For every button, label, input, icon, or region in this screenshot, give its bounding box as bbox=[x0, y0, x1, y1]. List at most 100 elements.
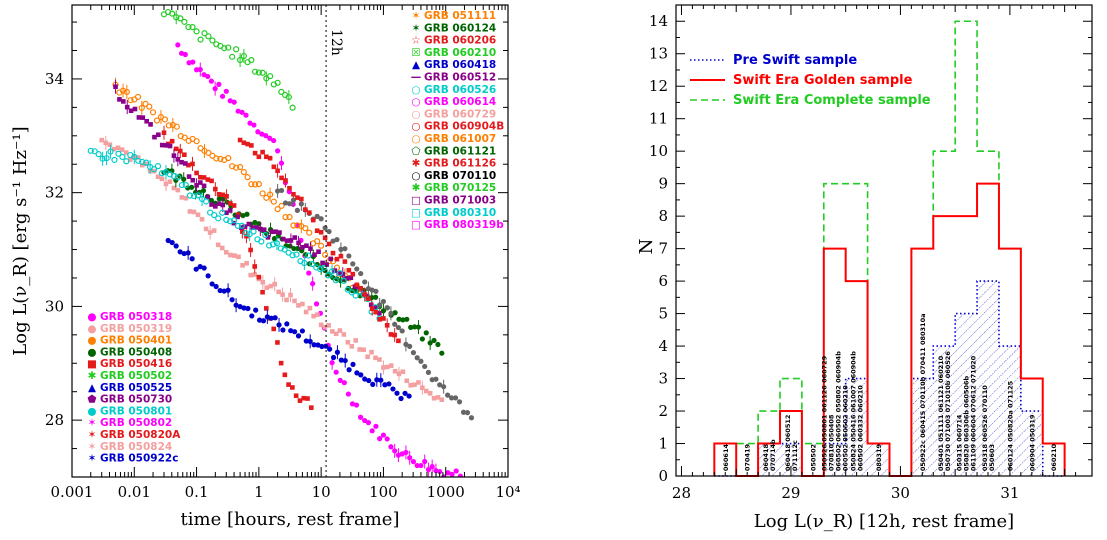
light-curve-point bbox=[183, 195, 189, 201]
light-curve-point bbox=[288, 328, 294, 334]
light-curve-point bbox=[377, 317, 382, 322]
light-curve-point bbox=[318, 322, 324, 328]
bin-grb-label: 060904 050319 bbox=[1028, 414, 1036, 471]
legend-entry: GRB 050319 bbox=[100, 323, 172, 335]
light-curve-point bbox=[208, 78, 215, 84]
light-curve-point bbox=[194, 192, 202, 199]
legend-entry: GRB 061126 bbox=[424, 158, 496, 170]
light-curve-point bbox=[253, 307, 259, 313]
light-curve-point bbox=[219, 93, 226, 99]
light-curve-point bbox=[324, 272, 332, 279]
light-curve-point bbox=[237, 163, 244, 171]
legend-entry: GRB 050820A bbox=[100, 429, 181, 441]
pre-swift-hatch-bar bbox=[933, 346, 956, 476]
light-curve-point bbox=[263, 306, 269, 311]
light-curve-point bbox=[362, 279, 368, 285]
light-curve-point bbox=[456, 399, 463, 405]
light-curve-point bbox=[139, 162, 145, 168]
light-curve-point bbox=[217, 155, 224, 163]
light-curve-point bbox=[299, 196, 304, 202]
light-curve-point bbox=[252, 272, 258, 277]
light-curve-point bbox=[357, 347, 362, 352]
legend-entry: GRB 050824 bbox=[100, 441, 172, 453]
light-curve-point bbox=[435, 395, 441, 400]
light-curve-point bbox=[433, 376, 439, 382]
legend-marker: □ bbox=[411, 207, 421, 219]
light-curve-point bbox=[334, 236, 340, 243]
light-curve-point bbox=[263, 194, 270, 201]
light-curve-point bbox=[135, 157, 142, 164]
legend-entry: GRB 050525 bbox=[100, 382, 172, 394]
light-curve-point bbox=[264, 285, 270, 290]
light-curve-point bbox=[439, 397, 445, 402]
light-curve-point bbox=[452, 395, 459, 401]
bin-grb-label: 070419 bbox=[744, 444, 752, 472]
legend-entry: GRB 051111 bbox=[424, 10, 496, 22]
light-curve-point bbox=[117, 97, 122, 102]
light-curve-point bbox=[242, 224, 248, 229]
light-curve-point bbox=[255, 181, 262, 188]
light-curve-point bbox=[344, 276, 350, 281]
light-curve-point bbox=[349, 401, 356, 407]
light-curve-point bbox=[304, 243, 309, 249]
light-curve-point bbox=[411, 324, 418, 330]
light-curve-point bbox=[163, 143, 169, 148]
x-tick-label: 0.01 bbox=[118, 483, 151, 501]
light-curve-point bbox=[243, 112, 249, 118]
light-curve-point bbox=[181, 134, 188, 141]
light-curve-point bbox=[418, 358, 424, 364]
light-curve-point bbox=[445, 470, 451, 476]
legend-entry: GRB 050408 bbox=[100, 346, 172, 358]
light-curve-point bbox=[91, 148, 98, 155]
light-curve-point bbox=[220, 192, 226, 198]
light-curve-point bbox=[256, 317, 263, 323]
bin-grb-label: 060418 bbox=[762, 444, 770, 472]
light-curve-point bbox=[274, 79, 281, 86]
light-curve-point bbox=[216, 201, 222, 207]
light-curve-point bbox=[395, 324, 402, 331]
light-curve-point bbox=[259, 190, 266, 197]
pre-swift-hatch-bar bbox=[911, 378, 934, 476]
light-curve-point bbox=[439, 350, 445, 356]
light-curve-point bbox=[219, 209, 226, 216]
light-curve-point bbox=[248, 272, 254, 278]
light-curve-point bbox=[150, 166, 158, 173]
light-curve-series-5 bbox=[160, 8, 296, 111]
light-curve-point bbox=[330, 329, 335, 334]
light-curve-point bbox=[328, 256, 333, 262]
histogram-legend-entry: Swift Era Golden sample bbox=[733, 73, 913, 88]
light-curve-point bbox=[425, 369, 432, 375]
light-curve-point bbox=[290, 385, 295, 390]
light-curve-point bbox=[240, 212, 246, 219]
histogram-bars bbox=[713, 20, 1066, 477]
light-curve-point bbox=[95, 151, 102, 158]
light-curve-point bbox=[322, 235, 328, 241]
light-curve-point bbox=[281, 246, 288, 253]
light-curve-point bbox=[349, 288, 355, 294]
light-curve-point bbox=[445, 392, 451, 398]
histogram-y-tick-label: 10 bbox=[649, 142, 668, 160]
light-curve-point bbox=[453, 468, 459, 474]
light-curve-point bbox=[123, 150, 129, 155]
light-curve-point bbox=[292, 329, 298, 335]
light-curve-point bbox=[311, 313, 316, 319]
light-curve-point bbox=[189, 24, 196, 31]
legend-marker: ○ bbox=[411, 96, 420, 108]
light-curve-point bbox=[156, 132, 161, 138]
light-curve-point bbox=[107, 142, 113, 147]
light-curve-point bbox=[87, 147, 94, 154]
light-curve-point bbox=[431, 395, 437, 401]
light-curve-point bbox=[235, 108, 241, 114]
light-curve-point bbox=[143, 161, 149, 167]
light-curve-point bbox=[178, 181, 185, 189]
light-curve-point bbox=[326, 323, 331, 328]
light-curve-point bbox=[282, 214, 289, 221]
light-curve-point bbox=[252, 219, 258, 226]
light-curve-point bbox=[352, 292, 359, 299]
light-curve-point bbox=[400, 317, 406, 323]
light-curve-point bbox=[268, 283, 274, 289]
legend-marker: ✶ bbox=[88, 417, 97, 429]
legend-entry: GRB 060904B bbox=[424, 121, 504, 133]
light-curve-point bbox=[189, 184, 195, 190]
legend-entry: GRB 050502 bbox=[100, 370, 172, 382]
